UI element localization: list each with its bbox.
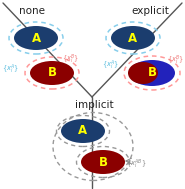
Ellipse shape <box>61 119 105 143</box>
Text: B: B <box>147 67 157 80</box>
Text: B: B <box>48 67 56 80</box>
Ellipse shape <box>111 26 155 50</box>
Text: $\{x_i^B\}$: $\{x_i^B\}$ <box>167 53 185 67</box>
Text: none: none <box>19 6 45 16</box>
Text: explicit: explicit <box>131 6 169 16</box>
Text: implicit: implicit <box>75 100 113 110</box>
Text: B: B <box>98 156 107 169</box>
Text: A: A <box>128 32 138 44</box>
Ellipse shape <box>14 26 58 50</box>
Text: $\{x_i^A\}$: $\{x_i^A\}$ <box>102 58 120 72</box>
Text: A: A <box>78 125 88 138</box>
Text: $\{x_i^B\}$: $\{x_i^B\}$ <box>62 52 80 66</box>
Text: A: A <box>31 32 41 44</box>
Text: $\{x_i^{AB}\}$: $\{x_i^{AB}\}$ <box>126 157 146 171</box>
Text: $\{x_i^A\}$: $\{x_i^A\}$ <box>2 62 20 76</box>
Ellipse shape <box>81 150 125 174</box>
Ellipse shape <box>128 62 158 84</box>
Ellipse shape <box>30 61 74 85</box>
Ellipse shape <box>129 60 175 86</box>
